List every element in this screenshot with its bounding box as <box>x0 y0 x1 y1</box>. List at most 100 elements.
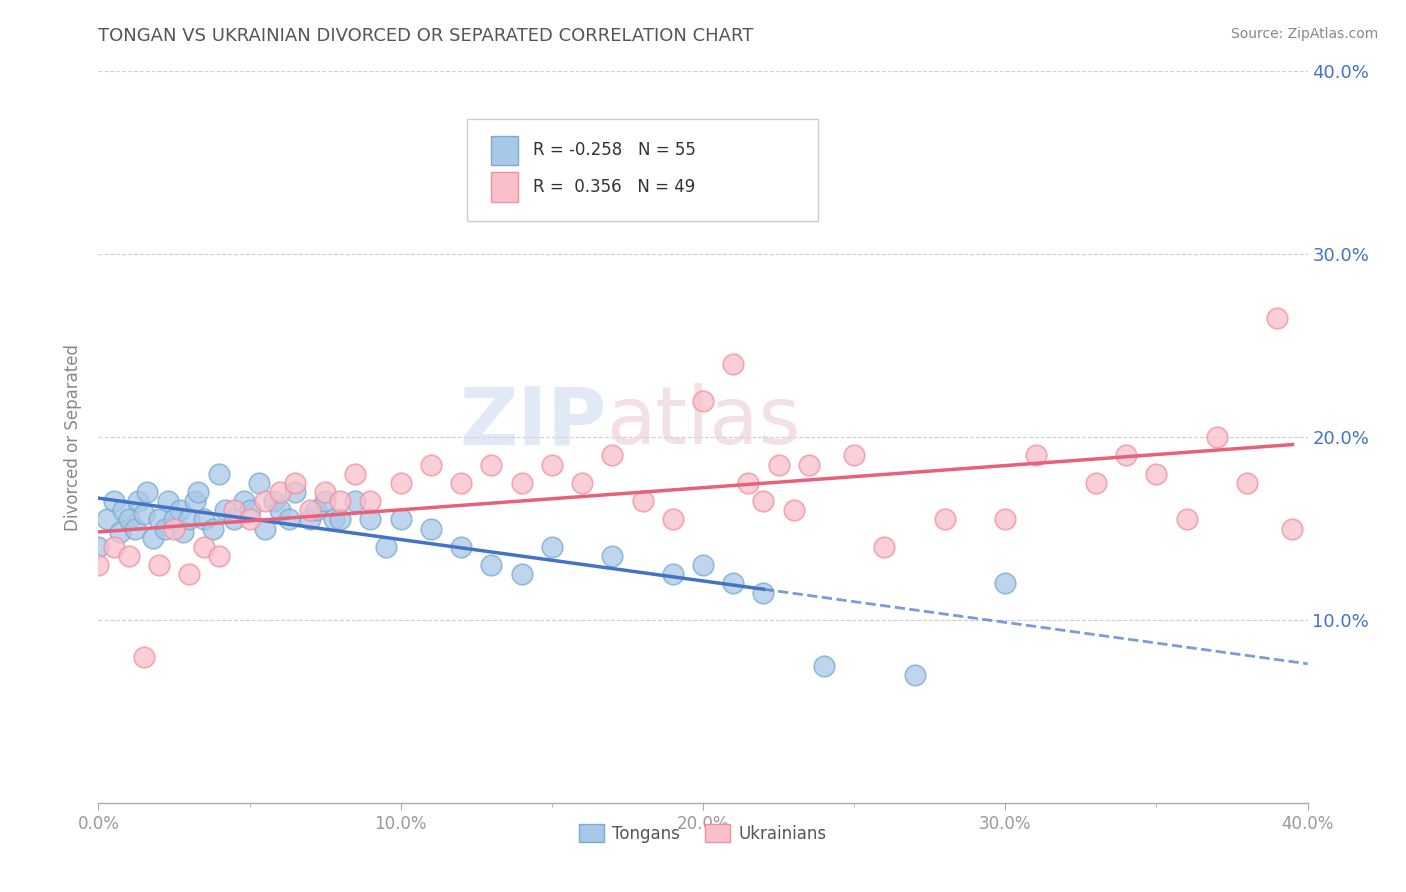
Point <box>314 494 336 508</box>
Point <box>1115 448 1137 462</box>
Point <box>1085 475 1108 490</box>
Point <box>602 549 624 563</box>
Point <box>135 485 157 500</box>
Y-axis label: Divorced or Separated: Divorced or Separated <box>65 343 83 531</box>
Point <box>540 540 562 554</box>
Point <box>481 458 503 472</box>
Point <box>1144 467 1167 481</box>
Point <box>1175 512 1198 526</box>
Point <box>193 512 215 526</box>
Point <box>752 494 775 508</box>
Point <box>844 448 866 462</box>
Point <box>118 549 141 563</box>
Point <box>193 540 215 554</box>
FancyBboxPatch shape <box>467 119 818 221</box>
Point <box>344 494 367 508</box>
Point <box>389 475 412 490</box>
Point <box>263 494 285 508</box>
Point <box>571 475 593 490</box>
Text: R = -0.258   N = 55: R = -0.258 N = 55 <box>533 141 696 160</box>
Point <box>187 485 209 500</box>
Point <box>118 512 141 526</box>
Text: ZIP: ZIP <box>458 384 606 461</box>
Point <box>148 512 170 526</box>
Point <box>602 448 624 462</box>
Point <box>87 558 110 573</box>
Point <box>934 512 956 526</box>
Point <box>96 512 118 526</box>
Point <box>510 567 533 582</box>
Point <box>873 540 896 554</box>
Point <box>208 549 231 563</box>
Point <box>420 521 443 535</box>
Point <box>299 512 322 526</box>
Point <box>214 503 236 517</box>
Point <box>994 512 1017 526</box>
Point <box>783 503 806 517</box>
Point <box>108 525 131 540</box>
Point <box>179 567 201 582</box>
Point <box>450 475 472 490</box>
Point <box>284 475 307 490</box>
Point <box>510 475 533 490</box>
Point <box>692 393 714 408</box>
Point <box>277 512 299 526</box>
Point <box>253 494 276 508</box>
Text: R =  0.356   N = 49: R = 0.356 N = 49 <box>533 178 695 196</box>
Point <box>374 540 396 554</box>
Legend: Tongans, Ukrainians: Tongans, Ukrainians <box>572 818 834 849</box>
Point <box>269 503 291 517</box>
Point <box>239 512 262 526</box>
Point <box>163 512 186 526</box>
Point <box>163 521 186 535</box>
Point <box>87 540 110 554</box>
Point <box>299 503 322 517</box>
Point <box>420 458 443 472</box>
Point <box>132 507 155 521</box>
Point <box>323 512 346 526</box>
Point <box>103 494 125 508</box>
Point <box>752 585 775 599</box>
Point <box>142 531 165 545</box>
Point <box>172 525 194 540</box>
Point <box>813 658 835 673</box>
Point <box>124 521 146 535</box>
Point <box>314 485 336 500</box>
FancyBboxPatch shape <box>492 172 517 202</box>
Point <box>661 512 683 526</box>
Text: Source: ZipAtlas.com: Source: ZipAtlas.com <box>1230 27 1378 41</box>
Text: atlas: atlas <box>606 384 800 461</box>
Point <box>994 576 1017 591</box>
Point <box>305 503 328 517</box>
Point <box>540 458 562 472</box>
Point <box>692 558 714 573</box>
Point <box>184 494 207 508</box>
Point <box>904 667 927 681</box>
Text: TONGAN VS UKRAINIAN DIVORCED OR SEPARATED CORRELATION CHART: TONGAN VS UKRAINIAN DIVORCED OR SEPARATE… <box>98 27 754 45</box>
Point <box>103 540 125 554</box>
Point <box>329 494 352 508</box>
Point <box>247 475 270 490</box>
Point <box>224 512 246 526</box>
Point <box>1267 311 1289 326</box>
Point <box>232 494 254 508</box>
Point <box>768 458 790 472</box>
Point <box>127 494 149 508</box>
Point <box>179 512 201 526</box>
FancyBboxPatch shape <box>492 136 517 165</box>
Point <box>329 512 352 526</box>
Point <box>723 576 745 591</box>
Point <box>208 467 231 481</box>
Point <box>1281 521 1303 535</box>
Point <box>389 512 412 526</box>
Point <box>1206 430 1229 444</box>
Point <box>360 494 382 508</box>
Point <box>737 475 759 490</box>
Point <box>481 558 503 573</box>
Point <box>723 357 745 371</box>
Point <box>153 521 176 535</box>
Point <box>169 503 191 517</box>
Point <box>224 503 246 517</box>
Point <box>202 521 225 535</box>
Point <box>450 540 472 554</box>
